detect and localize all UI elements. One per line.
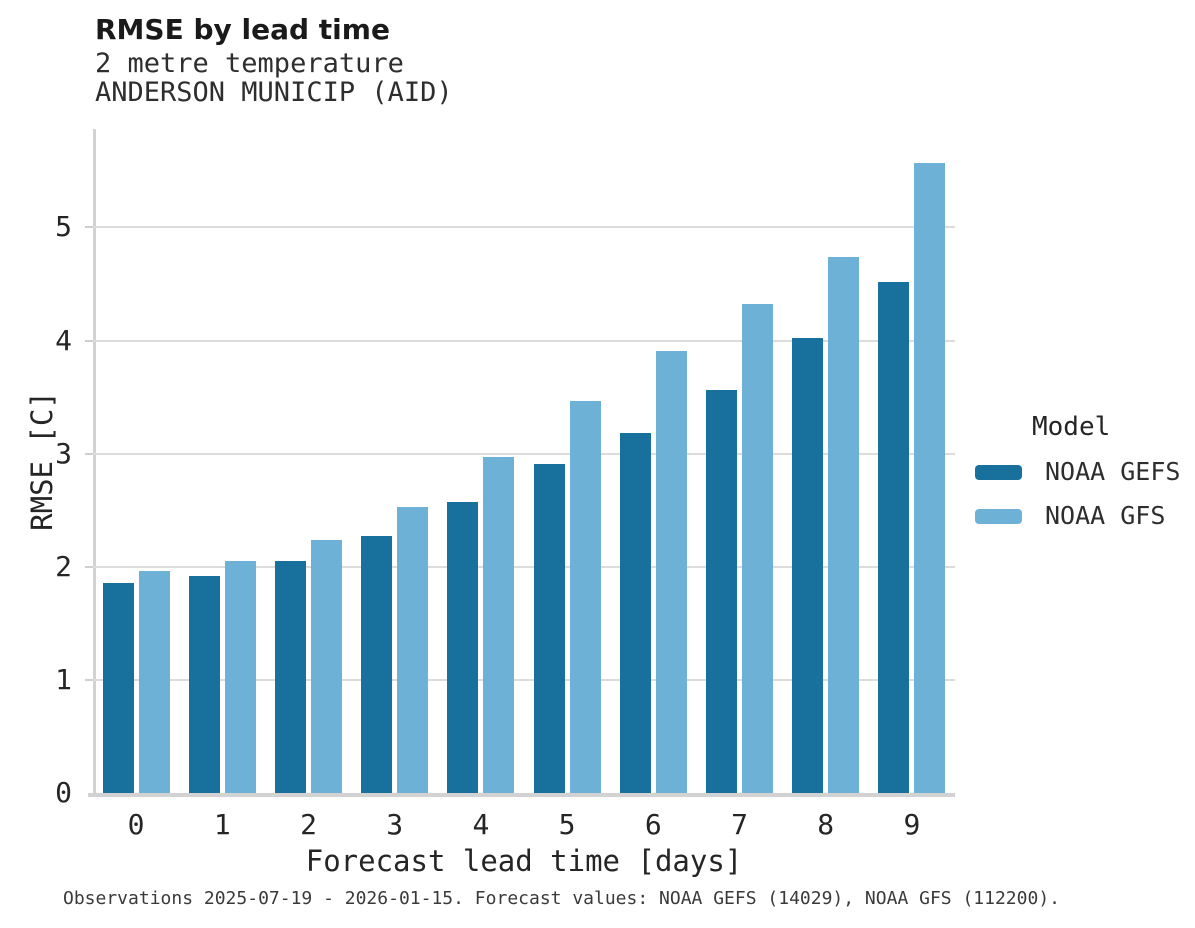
chart-title: RMSE by lead time bbox=[95, 13, 390, 46]
bar-noaa-gefs-lead-2 bbox=[275, 561, 306, 793]
x-axis-label: Forecast lead time [days] bbox=[305, 844, 743, 878]
y-axis-spine bbox=[93, 129, 96, 797]
legend-label-noaa-gfs: NOAA GFS bbox=[1045, 501, 1166, 530]
caption: Observations 2025-07-19 - 2026-01-15. Fo… bbox=[63, 888, 1060, 909]
y-tick-mark-4 bbox=[85, 339, 93, 342]
x-tick-label-7: 7 bbox=[731, 808, 748, 841]
legend-item-noaa-gefs: NOAA GEFS bbox=[975, 458, 1195, 486]
bar-noaa-gefs-lead-5 bbox=[533, 463, 565, 793]
chart-subtitle-variable: 2 metre temperature bbox=[95, 48, 404, 79]
x-tick-label-6: 6 bbox=[644, 808, 662, 841]
y-tick-label-1: 1 bbox=[55, 662, 72, 696]
x-tick-label-1: 1 bbox=[213, 808, 231, 841]
legend: Model NOAA GEFS NOAA GFS bbox=[968, 412, 1195, 530]
bar-noaa-gfs-lead-8 bbox=[828, 256, 860, 793]
y-tick-mark-5 bbox=[85, 226, 93, 229]
bar-noaa-gfs-lead-0 bbox=[138, 571, 170, 793]
gridline-y-3 bbox=[93, 452, 955, 455]
bar-noaa-gfs-lead-3 bbox=[397, 506, 429, 793]
legend-item-noaa-gfs: NOAA GFS bbox=[975, 502, 1195, 530]
y-tick-label-4: 4 bbox=[55, 323, 72, 357]
x-tick-label-0: 0 bbox=[127, 808, 145, 841]
legend-label-noaa-gefs: NOAA GEFS bbox=[1045, 457, 1181, 486]
bar-noaa-gefs-lead-3 bbox=[361, 536, 393, 793]
legend-items: NOAA GEFS NOAA GFS bbox=[968, 458, 1195, 530]
bar-noaa-gfs-lead-2 bbox=[311, 539, 342, 793]
bar-noaa-gfs-lead-9 bbox=[914, 162, 946, 793]
y-tick-label-2: 2 bbox=[55, 549, 72, 583]
bar-noaa-gfs-lead-5 bbox=[569, 400, 601, 793]
bar-noaa-gfs-lead-6 bbox=[655, 350, 687, 793]
y-tick-mark-3 bbox=[85, 452, 93, 455]
x-tick-label-4: 4 bbox=[472, 808, 490, 841]
x-tick-label-8: 8 bbox=[817, 808, 835, 841]
legend-swatch-noaa-gfs bbox=[975, 508, 1022, 524]
bar-noaa-gefs-lead-7 bbox=[706, 390, 737, 793]
plot-area bbox=[85, 129, 955, 793]
y-tick-mark-1 bbox=[85, 678, 93, 681]
x-tick-label-9: 9 bbox=[903, 808, 921, 841]
gridline-y-5 bbox=[93, 226, 955, 229]
bar-noaa-gfs-lead-1 bbox=[224, 561, 256, 793]
bar-noaa-gefs-lead-9 bbox=[878, 281, 910, 793]
legend-swatch-noaa-gefs bbox=[975, 464, 1022, 480]
chart-subtitle-station: ANDERSON MUNICIP (AID) bbox=[95, 77, 453, 108]
bar-noaa-gefs-lead-4 bbox=[447, 502, 479, 793]
gridline-y-4 bbox=[93, 339, 955, 342]
bar-noaa-gfs-lead-4 bbox=[483, 457, 515, 793]
y-tick-mark-2 bbox=[85, 565, 93, 568]
bar-noaa-gefs-lead-0 bbox=[102, 582, 134, 793]
x-tick-label-2: 2 bbox=[300, 808, 317, 841]
bar-noaa-gfs-lead-7 bbox=[742, 304, 773, 793]
y-tick-label-0: 0 bbox=[55, 776, 72, 809]
y-tick-label-5: 5 bbox=[55, 210, 72, 244]
x-tick-label-5: 5 bbox=[558, 808, 576, 841]
legend-title: Model bbox=[1032, 412, 1111, 442]
x-tick-label-3: 3 bbox=[386, 808, 404, 841]
gridline-y-2 bbox=[93, 565, 955, 568]
bar-noaa-gefs-lead-8 bbox=[792, 338, 824, 793]
gridline-y-1 bbox=[93, 678, 955, 681]
y-tick-label-3: 3 bbox=[55, 436, 72, 470]
x-axis-spine bbox=[88, 793, 955, 797]
bar-noaa-gefs-lead-1 bbox=[188, 575, 220, 793]
bar-noaa-gefs-lead-6 bbox=[619, 433, 651, 793]
